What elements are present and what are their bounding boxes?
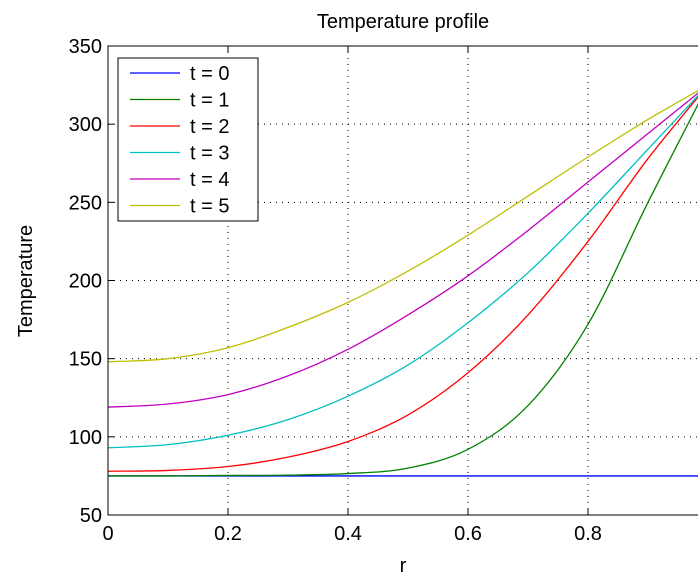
x-tick-label: 0.6 <box>454 523 482 545</box>
y-tick-label: 350 <box>69 36 102 58</box>
x-axis-label: r <box>400 555 407 577</box>
legend-label: t = 0 <box>190 63 229 85</box>
y-tick-label: 100 <box>69 427 102 449</box>
chart-title: Temperature profile <box>317 11 489 33</box>
grid <box>108 46 698 515</box>
series-line <box>107 94 698 449</box>
y-tick-label: 150 <box>69 349 102 371</box>
legend-label: t = 5 <box>190 196 229 218</box>
series-line <box>107 92 698 408</box>
legend: t = 0 t = 1 t = 2 t = 3 t = 4 t = 5 <box>117 57 259 222</box>
y-tick-label: 200 <box>69 271 102 293</box>
series-line <box>107 103 698 477</box>
y-tick-label: 300 <box>69 114 102 136</box>
legend-label: t = 2 <box>190 116 229 138</box>
axis-ticks <box>107 45 589 516</box>
x-tick-label: 0.8 <box>574 523 602 545</box>
x-tick-labels: 00.20.40.60.81 <box>102 523 602 545</box>
series-line <box>107 96 698 472</box>
x-tick-label: 0 <box>102 523 113 545</box>
legend-label: t = 1 <box>190 90 229 112</box>
y-tick-label: 250 <box>69 192 102 214</box>
x-tick-label: 0.4 <box>334 523 362 545</box>
series-lines <box>107 90 698 477</box>
series-line <box>107 90 698 363</box>
y-tick-labels: 50 100 150 200 250 300 350 <box>69 36 102 527</box>
y-axis-label: Temperature <box>15 225 37 337</box>
x-tick-label: 0.2 <box>214 523 242 545</box>
y-tick-label: 50 <box>80 505 102 527</box>
legend-label: t = 3 <box>190 143 229 165</box>
legend-label: t = 4 <box>190 169 229 191</box>
legend-box <box>117 57 259 222</box>
